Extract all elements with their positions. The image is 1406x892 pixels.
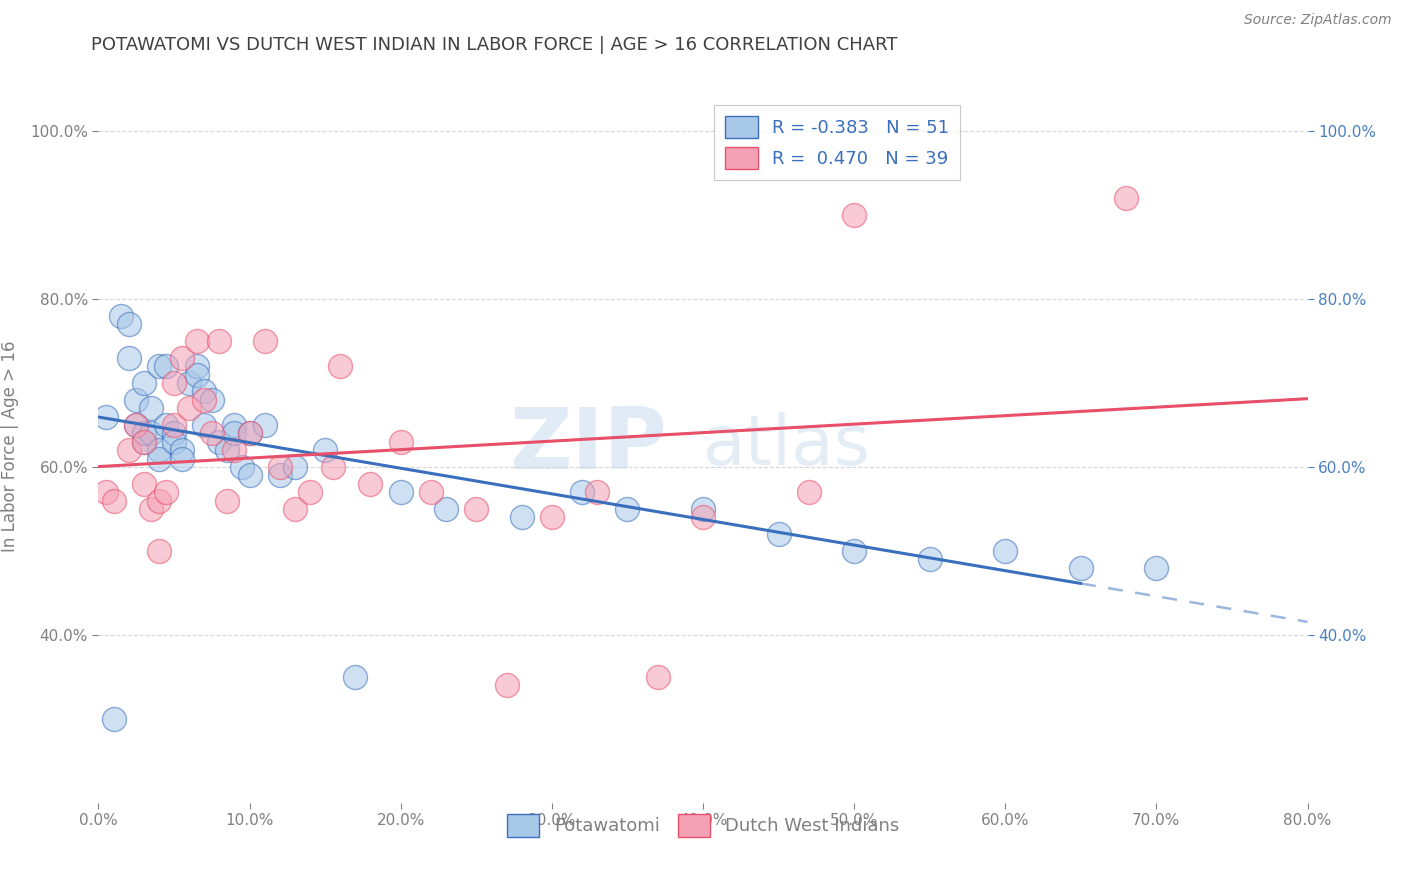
Point: [163, 434, 186, 449]
Point: [389, 434, 412, 449]
Point: [1070, 560, 1092, 574]
Point: [329, 359, 352, 374]
Point: [844, 208, 866, 222]
Point: [163, 376, 186, 390]
Point: [844, 544, 866, 558]
Point: [148, 451, 170, 466]
Text: Source: ZipAtlas.com: Source: ZipAtlas.com: [1244, 13, 1392, 28]
Point: [647, 670, 669, 684]
Point: [201, 426, 224, 441]
Point: [193, 392, 215, 407]
Point: [193, 384, 215, 399]
Point: [239, 468, 262, 483]
Point: [103, 493, 125, 508]
Point: [215, 443, 238, 458]
Point: [193, 417, 215, 432]
Point: [141, 401, 163, 416]
Point: [1144, 560, 1167, 574]
Point: [132, 426, 155, 441]
Point: [434, 502, 457, 516]
Point: [344, 670, 367, 684]
Point: [94, 409, 117, 424]
Point: [797, 485, 820, 500]
Point: [148, 493, 170, 508]
Point: [768, 527, 790, 541]
Point: [208, 434, 231, 449]
Point: [1115, 191, 1137, 205]
Point: [692, 510, 714, 524]
Point: [125, 417, 148, 432]
Point: [215, 493, 238, 508]
Point: [360, 476, 382, 491]
Point: [148, 544, 170, 558]
Point: [186, 334, 208, 348]
Point: [224, 426, 246, 441]
Text: POTAWATOMI VS DUTCH WEST INDIAN IN LABOR FORCE | AGE > 16 CORRELATION CHART: POTAWATOMI VS DUTCH WEST INDIAN IN LABOR…: [91, 36, 898, 54]
Point: [692, 502, 714, 516]
Point: [148, 359, 170, 374]
Point: [141, 502, 163, 516]
Point: [420, 485, 443, 500]
Point: [284, 460, 307, 475]
Point: [132, 434, 155, 449]
Point: [239, 426, 262, 441]
Point: [132, 376, 155, 390]
Point: [132, 476, 155, 491]
Point: [94, 485, 117, 500]
Point: [510, 510, 533, 524]
Point: [125, 417, 148, 432]
Point: [141, 426, 163, 441]
Point: [170, 451, 193, 466]
Point: [118, 443, 141, 458]
Point: [465, 502, 488, 516]
Point: [132, 434, 155, 449]
Point: [163, 426, 186, 441]
Point: [118, 318, 141, 332]
Point: [170, 351, 193, 365]
Point: [179, 376, 201, 390]
Point: [253, 417, 276, 432]
Point: [495, 678, 517, 692]
Point: [389, 485, 412, 500]
Text: ZIP: ZIP: [509, 404, 666, 488]
Point: [155, 417, 177, 432]
Point: [125, 392, 148, 407]
Point: [201, 392, 224, 407]
Point: [155, 359, 177, 374]
Point: [269, 468, 291, 483]
Point: [186, 368, 208, 382]
Point: [103, 712, 125, 726]
Point: [314, 443, 336, 458]
Point: [118, 351, 141, 365]
Point: [110, 309, 132, 323]
Point: [155, 485, 177, 500]
Point: [148, 443, 170, 458]
Point: [994, 544, 1017, 558]
Point: [269, 460, 291, 475]
Point: [299, 485, 322, 500]
Point: [586, 485, 609, 500]
Point: [163, 417, 186, 432]
Point: [231, 460, 253, 475]
Point: [170, 443, 193, 458]
Point: [224, 443, 246, 458]
Point: [918, 552, 941, 566]
Y-axis label: In Labor Force | Age > 16: In Labor Force | Age > 16: [1, 340, 18, 552]
Point: [224, 417, 246, 432]
Text: atlas: atlas: [703, 412, 870, 480]
Point: [540, 510, 562, 524]
Point: [239, 426, 262, 441]
Point: [322, 460, 344, 475]
Legend: Potawatomi, Dutch West Indians: Potawatomi, Dutch West Indians: [499, 807, 907, 844]
Point: [186, 359, 208, 374]
Point: [179, 401, 201, 416]
Point: [208, 334, 231, 348]
Point: [284, 502, 307, 516]
Point: [616, 502, 638, 516]
Point: [571, 485, 593, 500]
Point: [253, 334, 276, 348]
